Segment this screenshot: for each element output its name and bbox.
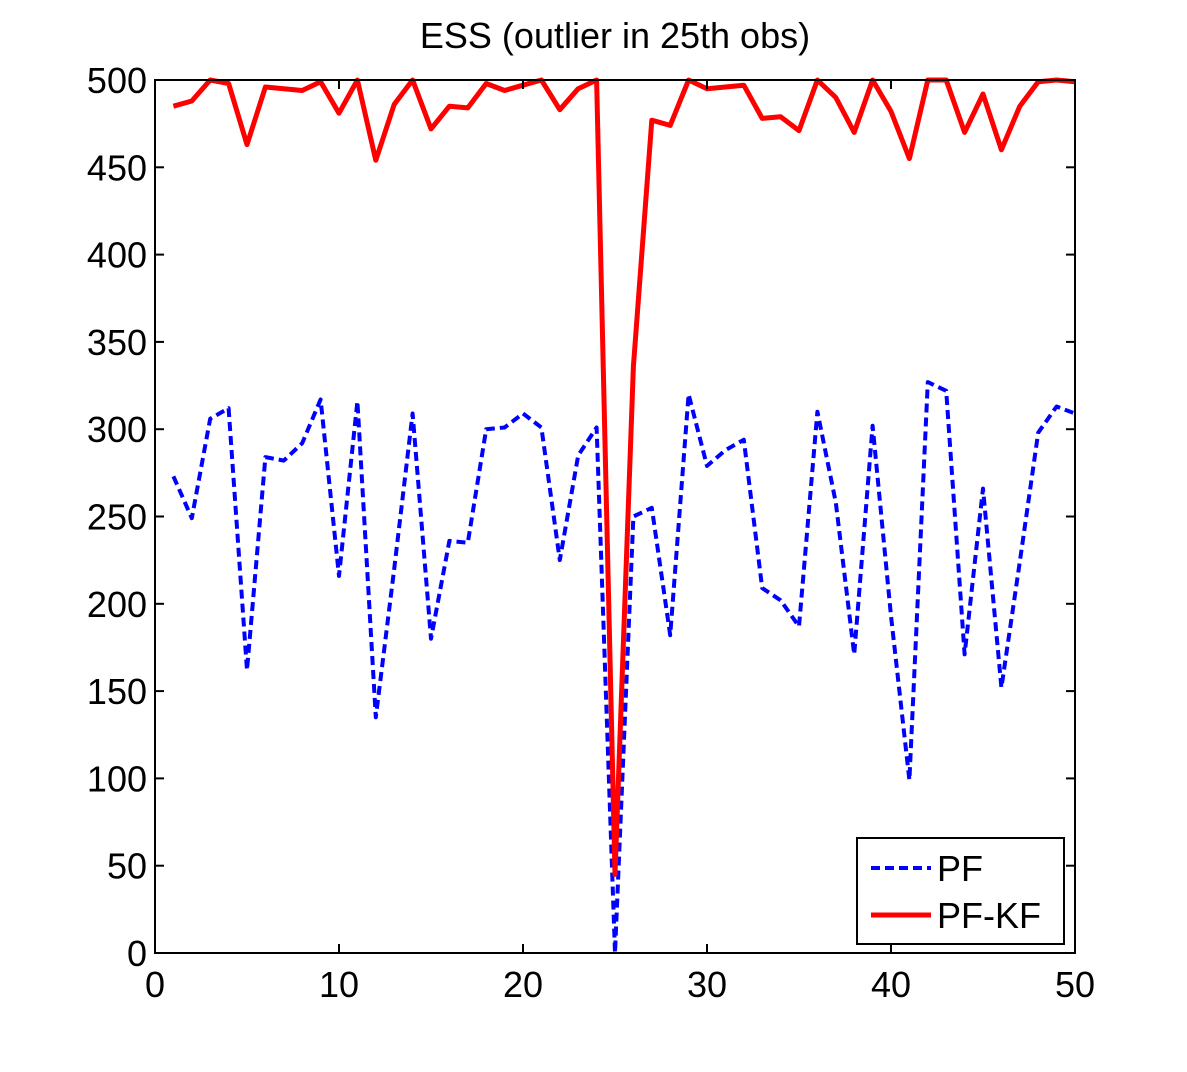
x-tick-label: 40 bbox=[871, 964, 911, 1005]
legend-label-pf-kf: PF-KF bbox=[937, 895, 1041, 936]
x-tick-label: 20 bbox=[503, 964, 543, 1005]
x-tick-label: 30 bbox=[687, 964, 727, 1005]
x-tick-label: 10 bbox=[319, 964, 359, 1005]
legend: PF PF-KF bbox=[856, 837, 1065, 945]
series-line-pf-kf bbox=[172, 77, 1076, 877]
y-tick-label: 150 bbox=[87, 671, 147, 712]
y-tick-label: 450 bbox=[87, 147, 147, 188]
y-tick-label: 0 bbox=[127, 933, 147, 974]
axes: 0 10 20 30 40 5005010015020025030035040045050… bbox=[87, 60, 1095, 1005]
y-tick-label: 300 bbox=[87, 409, 147, 450]
chart-title: ESS (outlier in 25th obs) bbox=[420, 15, 810, 56]
legend-box bbox=[856, 837, 1065, 945]
y-tick-label: 250 bbox=[87, 497, 147, 538]
legend-label-pf: PF bbox=[937, 848, 983, 889]
y-tick-label: 500 bbox=[87, 60, 147, 101]
x-tick-label: 50 bbox=[1055, 964, 1095, 1005]
y-tick-label: 100 bbox=[87, 758, 147, 799]
y-tick-label: 50 bbox=[107, 846, 147, 887]
y-tick-label: 200 bbox=[87, 584, 147, 625]
y-tick-label: 400 bbox=[87, 235, 147, 276]
plot-area bbox=[171, 77, 1076, 955]
y-tick-label: 350 bbox=[87, 322, 147, 363]
x-tick-label: 0 bbox=[145, 964, 165, 1005]
series-line-pf bbox=[171, 380, 1076, 955]
